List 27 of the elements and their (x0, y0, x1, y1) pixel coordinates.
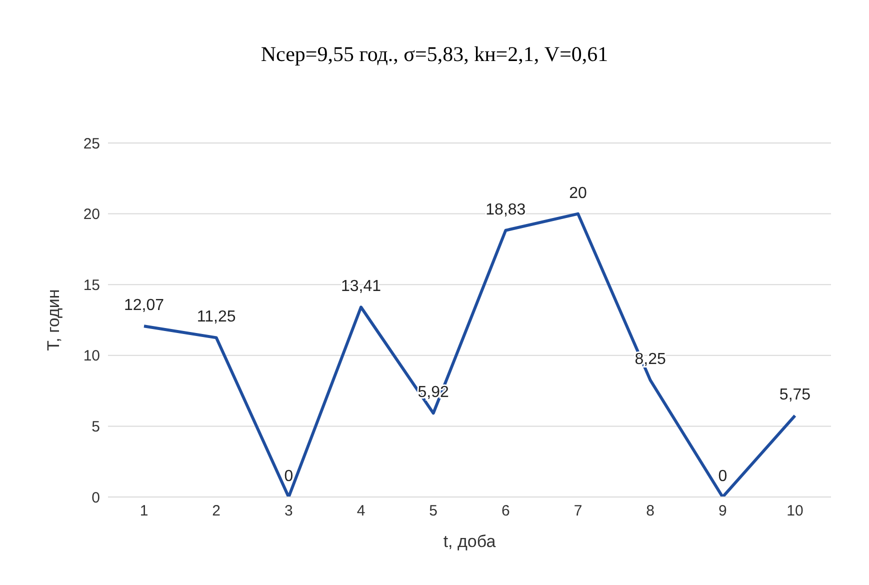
x-tick-label: 10 (786, 502, 804, 520)
x-tick-label: 4 (356, 502, 366, 520)
y-axis-title: T, годин (44, 289, 64, 351)
x-tick-label: 7 (574, 502, 582, 520)
data-label: 5,75 (779, 386, 811, 404)
y-tick-label: 15 (83, 276, 100, 294)
x-axis-title: t, доба (443, 532, 496, 551)
data-label: 13,41 (340, 278, 382, 296)
x-tick-label: 5 (429, 502, 438, 520)
y-tick-label: 5 (92, 418, 100, 436)
data-label: 18,83 (486, 201, 526, 218)
data-label: 20 (569, 184, 587, 202)
x-tick-label: 6 (501, 502, 510, 520)
data-label: 11,25 (196, 308, 236, 326)
chart-title: Nсер=9,55 год., σ=5,83, kн=2,1, V=0,61 (260, 42, 610, 67)
y-tick-label: 20 (83, 206, 100, 224)
x-tick-label: 1 (140, 502, 148, 520)
data-label: 0 (718, 468, 728, 485)
data-label: 0 (284, 468, 294, 485)
x-tick-label: 2 (212, 502, 221, 520)
x-tick-label: 9 (718, 502, 727, 520)
x-tick-label: 3 (284, 502, 293, 520)
y-tick-label: 0 (92, 489, 100, 506)
y-tick-label: 25 (83, 135, 100, 152)
x-tick-label: 8 (646, 502, 655, 520)
y-tick-label: 10 (83, 348, 100, 365)
data-label: 12,07 (124, 297, 164, 314)
